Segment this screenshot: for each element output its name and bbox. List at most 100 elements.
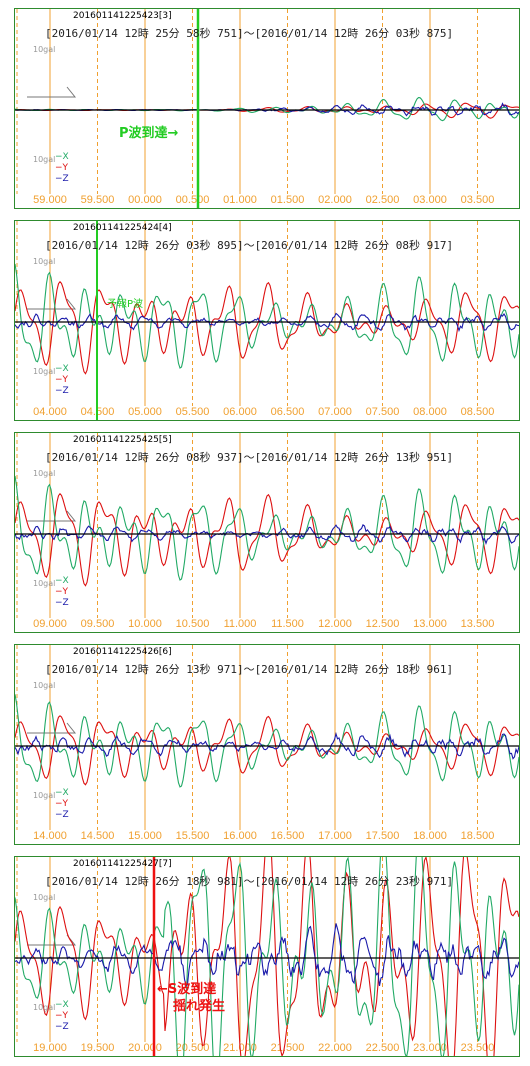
axis-arrow-icon <box>27 510 77 522</box>
waveform-panel-3: 59.000 59.500 00.000 00.500 01.000 01.500 02.0… <box>14 8 520 209</box>
legend-y: −Y <box>55 163 69 173</box>
scale-label-bottom: 10gal <box>33 155 56 164</box>
s-wave-annotation: ←S波到達 揺れ発生 <box>157 981 225 1015</box>
legend: −X −Y −Z <box>55 576 69 609</box>
scale-label-top: 10gal <box>33 681 56 690</box>
axis-arrow-icon <box>27 934 77 946</box>
tick-label: 13.500 <box>461 618 495 630</box>
panel-id-suffix: [3] <box>158 11 172 21</box>
tick-label: 12.500 <box>366 618 400 630</box>
tick-label: 15.000 <box>128 830 162 842</box>
scale-label-bottom: 10gal <box>33 791 56 800</box>
legend-y: −Y <box>55 375 69 385</box>
s-wave-line1: ←S波到達 <box>157 982 217 997</box>
tick-label: 09.500 <box>81 618 115 630</box>
tick-label: 22.500 <box>366 1042 400 1054</box>
scale-label-top: 10gal <box>33 257 56 266</box>
tick-label: 08.500 <box>461 406 495 418</box>
scale-label-bottom: 10gal <box>33 579 56 588</box>
scale-label-top: 10gal <box>33 893 56 902</box>
panel-id-suffix: [4] <box>158 223 172 233</box>
tick-label: 59.000 <box>33 194 67 206</box>
legend: −X −Y −Z <box>55 152 69 185</box>
legend-x: −X <box>55 364 69 374</box>
legend-z: −Z <box>55 810 69 820</box>
panel-id: 201601141225424 <box>73 223 159 233</box>
tick-label: 10.500 <box>176 618 210 630</box>
waveform-svg: 14.000 14.500 15.000 15.500 16.000 16.500 17.0… <box>15 645 519 842</box>
tick-label: 03.500 <box>461 194 495 206</box>
time-range: [2016/01/14 12時 26分 13秒 971]～[2016/01/14… <box>45 663 454 676</box>
legend-x: −X <box>55 576 69 586</box>
time-range: [2016/01/14 12時 26分 03秒 895]～[2016/01/14… <box>45 239 454 252</box>
tick-label: 06.500 <box>271 406 305 418</box>
series-y-line <box>15 280 519 375</box>
tick-label: 13.000 <box>413 618 447 630</box>
panel-id-suffix: [6] <box>158 647 172 657</box>
panel-id-suffix: [5] <box>158 435 172 445</box>
tick-label: 05.500 <box>176 406 210 418</box>
scale-label-top: 10gal <box>33 45 56 54</box>
tick-label: 20.000 <box>128 1042 162 1054</box>
tick-label: 01.500 <box>271 194 305 206</box>
tick-label: 02.000 <box>318 194 352 206</box>
waveform-panel-6: 14.000 14.500 15.000 15.500 16.000 16.500 17.0… <box>14 644 520 845</box>
tick-label: 11.500 <box>271 618 304 630</box>
series-z-line <box>15 731 519 760</box>
tick-label: 22.000 <box>318 1042 352 1054</box>
tick-label: 00.000 <box>128 194 162 206</box>
tick-label: 00.500 <box>176 194 210 206</box>
tick-label: 03.000 <box>413 194 447 206</box>
time-range: [2016/01/14 12時 26分 18秒 981]～[2016/01/14… <box>45 875 454 888</box>
legend-z: −Z <box>55 1022 69 1032</box>
p-wave-note: 予報P波 <box>107 299 144 310</box>
legend: −X −Y −Z <box>55 364 69 397</box>
p-wave-annotation: P波到達→ <box>119 126 179 141</box>
tick-label: 12.000 <box>318 618 352 630</box>
legend: −X −Y −Z <box>55 1000 69 1033</box>
tick-label: 21.500 <box>271 1042 305 1054</box>
tick-label: 19.500 <box>81 1042 115 1054</box>
waveform-panel-4: 04.00004.50005.00005.50006.00006.50007.0… <box>14 220 520 421</box>
legend-z: −Z <box>55 174 69 184</box>
legend-y: −Y <box>55 587 69 597</box>
legend-x: −X <box>55 152 69 162</box>
waveform-panel-5: 09.000 09.500 10.000 10.500 11.000 11.500 12.0… <box>14 432 520 633</box>
legend-z: −Z <box>55 598 69 608</box>
tick-label: 17.000 <box>318 830 352 842</box>
legend-y: −Y <box>55 799 69 809</box>
axis-arrow-icon <box>27 298 77 310</box>
tick-label: 14.000 <box>33 830 67 842</box>
tick-label: 19.000 <box>33 1042 67 1054</box>
scale-label-bottom: 10gal <box>33 1003 56 1012</box>
tick-label: 07.500 <box>366 406 400 418</box>
waveform-svg: 09.000 09.500 10.000 10.500 11.000 11.500 12.0… <box>15 433 519 630</box>
legend-y: −Y <box>55 1011 69 1021</box>
waveform-svg: 19.000 19.500 20.000 20.500 21.000 21.500 22.0… <box>15 857 519 1056</box>
legend-z: −Z <box>55 386 69 396</box>
panel-id-suffix: [7] <box>158 859 172 869</box>
tick-label: 01.000 <box>223 194 257 206</box>
panel-id: 201601141225423 <box>73 11 159 21</box>
tick-label: 06.000 <box>223 406 257 418</box>
tick-label: 16.000 <box>223 830 257 842</box>
series-y-line <box>15 715 519 786</box>
series-y-line <box>15 492 519 587</box>
panel-id: 201601141225425 <box>73 435 159 445</box>
legend-x: −X <box>55 1000 69 1010</box>
tick-label: 15.500 <box>176 830 210 842</box>
tick-label: 18.500 <box>461 830 495 842</box>
axis-arrow-icon <box>27 86 77 98</box>
scale-label-top: 10gal <box>33 469 56 478</box>
scale-label-bottom: 10gal <box>33 367 56 376</box>
tick-label: 04.000 <box>33 406 67 418</box>
waveform-panel-7: 19.000 19.500 20.000 20.500 21.000 21.500 22.0… <box>14 856 520 1057</box>
tick-label: 11.000 <box>224 618 257 630</box>
panel-id: 201601141225427 <box>73 859 159 869</box>
tick-label: 14.500 <box>81 830 115 842</box>
series-y-line <box>15 857 519 1056</box>
tick-label: 07.000 <box>318 406 352 418</box>
series-z-line <box>15 312 519 333</box>
time-range: [2016/01/14 12時 26分 08秒 937]～[2016/01/14… <box>45 451 454 464</box>
panel-id: 201601141225426 <box>73 647 159 657</box>
